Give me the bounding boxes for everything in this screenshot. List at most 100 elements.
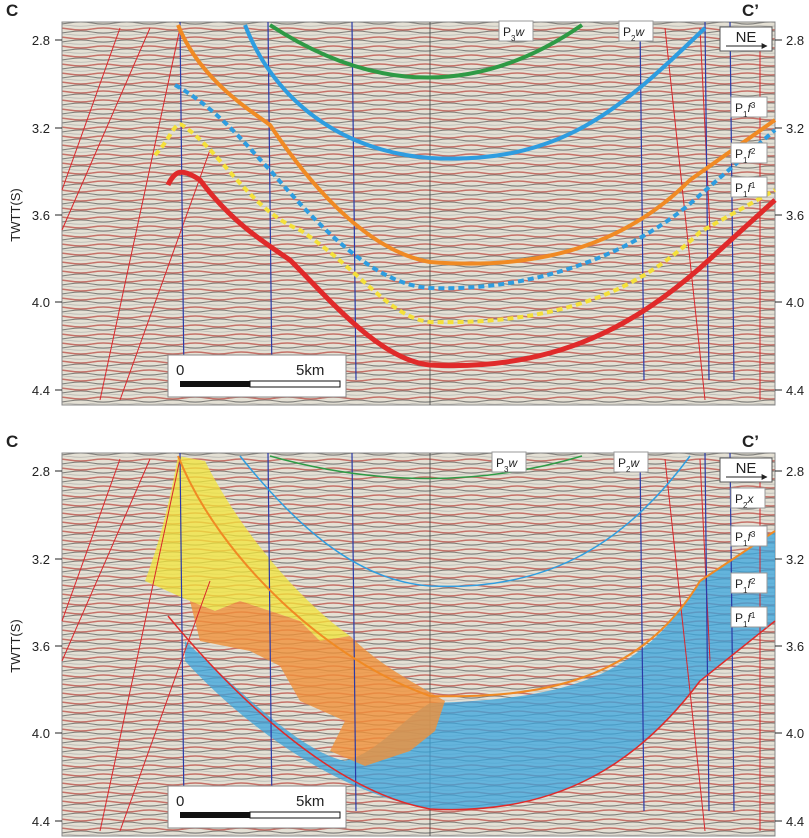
- horizon-sub: 1: [743, 620, 748, 629]
- panel: C C’ TWTT(S) 2.8 2.8 3.2 3.2 3.6 3.6 4.0 4.0 4.4 4.4…: [6, 432, 804, 837]
- fault: [61, 458, 121, 622]
- tick-label: 2.8: [32, 464, 50, 479]
- fault: [699, 458, 711, 662]
- well: [267, 21, 273, 381]
- horizon-base: P: [735, 147, 743, 161]
- horizon-label-box: [730, 142, 768, 164]
- fault: [119, 149, 211, 401]
- scale-bar-white: [249, 811, 341, 819]
- horizon-sub: 1: [743, 156, 748, 165]
- horizon-label: P1f2: [735, 577, 756, 595]
- horizon-label-box: [618, 20, 654, 42]
- horizon-label: P3w: [496, 456, 518, 474]
- fault: [61, 27, 151, 231]
- horizon-suffix: w: [515, 25, 525, 39]
- horizon: [243, 24, 707, 161]
- horizon-label: P3w: [503, 25, 525, 43]
- horizon-sup: 2: [751, 147, 756, 156]
- horizon-sub: 3: [504, 465, 509, 474]
- horizon-base: P: [735, 181, 743, 195]
- fault: [664, 458, 706, 832]
- section-label: C’: [742, 1, 759, 20]
- scale-bar-white: [249, 380, 341, 388]
- tick-label: 2.8: [32, 33, 50, 48]
- horizon: [268, 23, 584, 80]
- horizon-sup: 3: [751, 530, 756, 539]
- horizon: [177, 455, 776, 698]
- horizon-label: P1f3: [735, 530, 756, 548]
- well: [729, 21, 735, 381]
- tick-label: 3.2: [786, 121, 804, 136]
- tick-label: 3.6: [786, 208, 804, 223]
- horizon-label: P1f1: [735, 181, 756, 199]
- blue-body: [185, 531, 775, 810]
- horizon-label: P2w: [618, 456, 640, 474]
- horizon-label-box: [730, 96, 768, 118]
- horizon-sup: 3: [751, 101, 756, 110]
- direction: NE: [736, 460, 757, 477]
- horizon-sub: 2: [631, 34, 636, 43]
- horizon-label: P1f2: [735, 147, 756, 165]
- scale-end: 5km: [296, 793, 324, 810]
- scale-bar-black: [180, 812, 250, 818]
- horizon-sup: 1: [751, 181, 756, 190]
- fault: [99, 27, 181, 401]
- well: [351, 21, 357, 381]
- fault: [119, 580, 211, 832]
- horizon-label-box: [730, 487, 766, 509]
- yellow-body: [145, 456, 350, 641]
- horizon-label: P2x: [735, 492, 754, 510]
- horizon-sub: 2: [743, 501, 748, 510]
- horizon-base: P: [735, 530, 743, 544]
- horizon: [153, 122, 776, 325]
- fault: [99, 458, 181, 832]
- horizon-base: P: [735, 101, 743, 115]
- horizon-base: P: [503, 25, 511, 39]
- fault: [61, 27, 121, 191]
- horizon-base: P: [735, 577, 743, 591]
- horizon-label: P2w: [623, 25, 645, 43]
- scale-bar-black: [180, 381, 250, 387]
- horizon-suffix: w: [630, 456, 640, 470]
- horizon-suffix: f: [747, 577, 752, 591]
- horizon-suffix: w: [508, 456, 518, 470]
- well: [351, 452, 357, 812]
- horizon-suffix: f: [747, 530, 752, 544]
- horizon-label: P1f3: [735, 101, 756, 119]
- tick-label: 4.4: [786, 383, 804, 398]
- horizon: [176, 24, 777, 266]
- axis-title: TWTT(S): [8, 188, 23, 241]
- horizon-base: P: [496, 456, 504, 470]
- axis-title: TWTT(S): [8, 619, 23, 672]
- fault: [61, 458, 151, 662]
- tick-label: 2.8: [786, 464, 804, 479]
- tick-label: 4.0: [32, 726, 50, 741]
- section-label: C: [6, 432, 18, 451]
- horizon-sup: 1: [751, 611, 756, 620]
- horizon-suffix: w: [635, 25, 645, 39]
- horizon-base: P: [735, 492, 743, 506]
- horizon-suffix: f: [747, 147, 752, 161]
- horizon-sub: 1: [743, 539, 748, 548]
- horizon-label-box: [491, 451, 527, 473]
- tick-label: 3.2: [32, 121, 50, 136]
- horizon-sub: 1: [743, 586, 748, 595]
- fault: [699, 27, 711, 231]
- horizon-sub: 2: [626, 465, 631, 474]
- panel: C C’ TWTT(S) 2.8 2.8 3.2 3.2 3.6 3.6 4.0 4.0 4.4 4.4…: [6, 1, 804, 406]
- tick-label: 3.6: [786, 639, 804, 654]
- tick-label: 4.0: [32, 295, 50, 310]
- horizon-base: P: [618, 456, 626, 470]
- well: [704, 452, 710, 812]
- well: [704, 21, 710, 381]
- tick-label: 4.0: [786, 295, 804, 310]
- horizon-sub: 1: [743, 110, 748, 119]
- orange-body: [190, 601, 445, 766]
- tick-label: 4.4: [786, 814, 804, 829]
- direction: NE: [736, 29, 757, 46]
- horizon-label-box: [730, 176, 768, 198]
- scale-start: 0: [176, 362, 184, 379]
- horizon: [269, 455, 583, 480]
- tick-label: 4.4: [32, 383, 50, 398]
